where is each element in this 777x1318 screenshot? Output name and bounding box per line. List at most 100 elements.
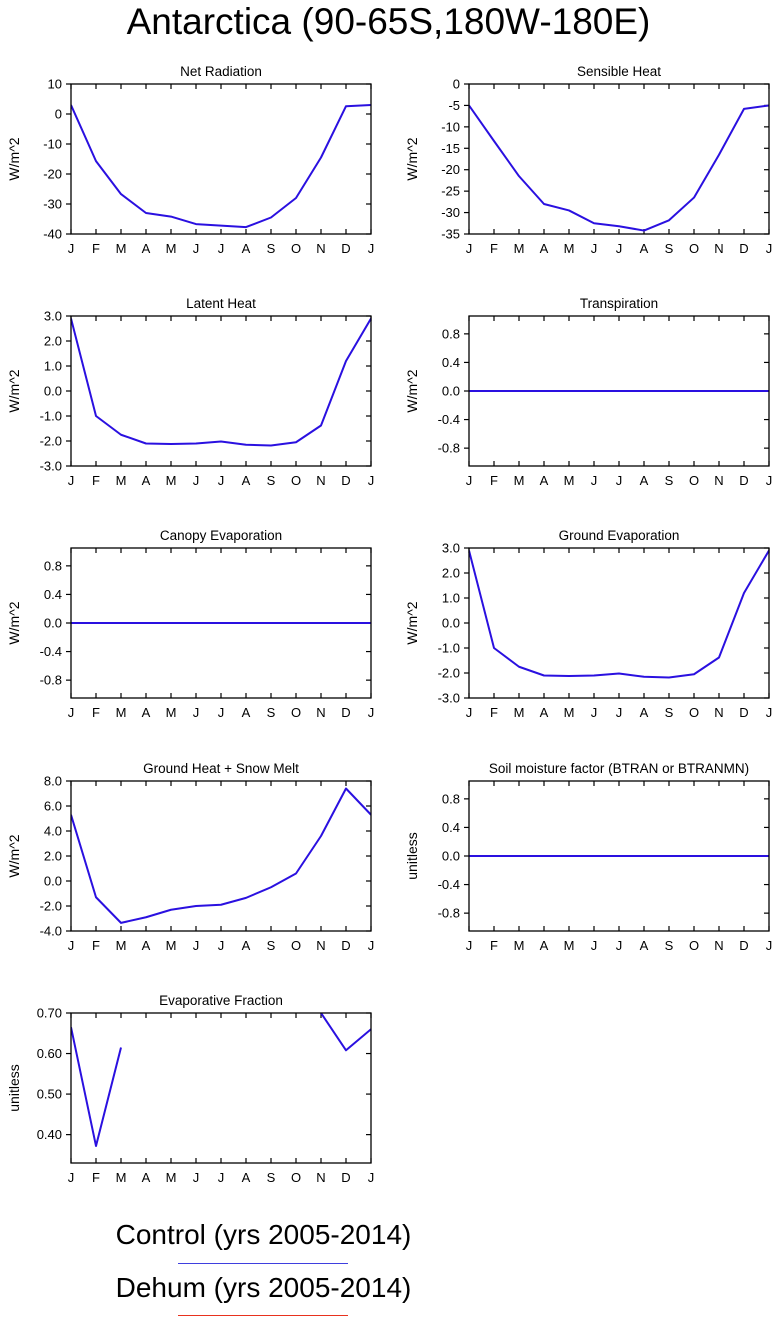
- x-tick-label: S: [665, 938, 674, 953]
- x-tick-label: J: [466, 241, 473, 256]
- panel-title: Canopy Evaporation: [160, 528, 282, 543]
- y-tick-label: 6.0: [44, 799, 62, 814]
- x-tick-label: J: [218, 938, 225, 953]
- legend-label-control: Control (yrs 2005-2014): [115, 1219, 412, 1250]
- y-tick-label: -1.0: [438, 641, 460, 656]
- x-tick-label: J: [68, 473, 75, 488]
- panel-title: Sensible Heat: [577, 64, 661, 79]
- y-tick-label: -0.8: [438, 441, 460, 456]
- x-tick-label: J: [68, 1170, 75, 1185]
- y-tick-label: -15: [441, 141, 460, 156]
- y-axis-label: W/m^2: [6, 369, 22, 412]
- x-tick-label: A: [142, 473, 151, 488]
- x-tick-label: O: [689, 938, 699, 953]
- y-axis-label: W/m^2: [6, 601, 22, 644]
- x-tick-label: N: [714, 473, 723, 488]
- x-tick-label: M: [514, 473, 525, 488]
- y-tick-label: -30: [43, 197, 62, 212]
- x-tick-label: M: [564, 241, 575, 256]
- x-tick-label: J: [766, 241, 773, 256]
- panel-title: Ground Evaporation: [559, 528, 680, 543]
- x-tick-label: J: [193, 1170, 200, 1185]
- y-tick-label: -20: [441, 162, 460, 177]
- x-tick-label: F: [490, 473, 498, 488]
- y-tick-label: 3.0: [44, 309, 62, 324]
- x-tick-label: O: [291, 938, 301, 953]
- y-axis-label: W/m^2: [404, 137, 420, 180]
- x-tick-label: M: [166, 1170, 177, 1185]
- y-tick-label: 0.0: [442, 849, 460, 864]
- x-tick-label: A: [540, 705, 549, 720]
- plot-frame: [70, 83, 372, 235]
- y-tick-label: -0.4: [438, 877, 460, 892]
- x-tick-label: O: [689, 473, 699, 488]
- x-tick-label: J: [766, 473, 773, 488]
- y-tick-label: 0: [55, 107, 62, 122]
- x-tick-label: J: [193, 705, 200, 720]
- y-tick-label: 1.0: [442, 591, 460, 606]
- x-tick-label: S: [665, 241, 674, 256]
- x-tick-label: F: [490, 705, 498, 720]
- x-tick-label: F: [490, 938, 498, 953]
- x-tick-label: M: [564, 938, 575, 953]
- y-tick-label: 0.0: [442, 384, 460, 399]
- series-line-control: [71, 104, 371, 229]
- panel-title: Latent Heat: [186, 296, 256, 311]
- x-tick-label: A: [142, 1170, 151, 1185]
- y-tick-label: 0.40: [37, 1127, 62, 1142]
- y-axis-label: unitless: [404, 832, 420, 879]
- x-tick-label: F: [92, 1170, 100, 1185]
- x-tick-label: O: [291, 473, 301, 488]
- y-tick-label: 0.50: [37, 1087, 62, 1102]
- y-tick-label: -25: [441, 184, 460, 199]
- x-tick-label: N: [316, 1170, 325, 1185]
- y-tick-label: -20: [43, 167, 62, 182]
- y-axis-label: W/m^2: [6, 834, 22, 877]
- x-tick-label: S: [267, 473, 276, 488]
- x-tick-label: A: [142, 705, 151, 720]
- y-tick-label: 10: [48, 77, 62, 92]
- x-tick-label: D: [341, 1170, 350, 1185]
- y-tick-label: 4.0: [44, 824, 62, 839]
- x-tick-label: J: [466, 473, 473, 488]
- plot-frame: [468, 83, 770, 235]
- x-tick-label: F: [92, 241, 100, 256]
- x-tick-label: A: [242, 473, 251, 488]
- x-tick-label: A: [640, 705, 649, 720]
- y-tick-label: 0.4: [44, 587, 62, 602]
- x-tick-label: J: [193, 938, 200, 953]
- x-tick-label: N: [714, 241, 723, 256]
- x-tick-label: A: [142, 938, 151, 953]
- y-tick-label: 3.0: [442, 541, 460, 556]
- x-tick-label: J: [368, 241, 375, 256]
- panel-soil-moisture-factor-btran-or-btranmn: Soil moisture factor (BTRAN or BTRANMN) u…: [404, 761, 772, 953]
- x-tick-label: J: [616, 241, 623, 256]
- series-line-control: [71, 787, 371, 924]
- x-tick-label: A: [640, 938, 649, 953]
- plot-frame: [468, 315, 770, 467]
- plot-frame: [70, 315, 372, 467]
- x-tick-label: J: [368, 1170, 375, 1185]
- x-tick-label: S: [665, 705, 674, 720]
- series-line-control: [71, 1026, 122, 1147]
- plot-frame: [468, 780, 770, 932]
- x-tick-label: D: [739, 473, 748, 488]
- y-tick-label: 0.4: [442, 820, 460, 835]
- x-tick-label: D: [341, 705, 350, 720]
- legend-line-control: [178, 1263, 348, 1264]
- figure-title: Antarctica (90-65S,180W-180E): [126, 1, 651, 42]
- y-tick-label: 1.0: [44, 359, 62, 374]
- x-tick-label: M: [514, 705, 525, 720]
- plot-frame: [70, 547, 372, 699]
- x-tick-label: D: [341, 473, 350, 488]
- plot-frame: [468, 547, 770, 699]
- panel-title: Transpiration: [580, 296, 658, 311]
- x-tick-label: J: [218, 241, 225, 256]
- x-tick-label: J: [218, 705, 225, 720]
